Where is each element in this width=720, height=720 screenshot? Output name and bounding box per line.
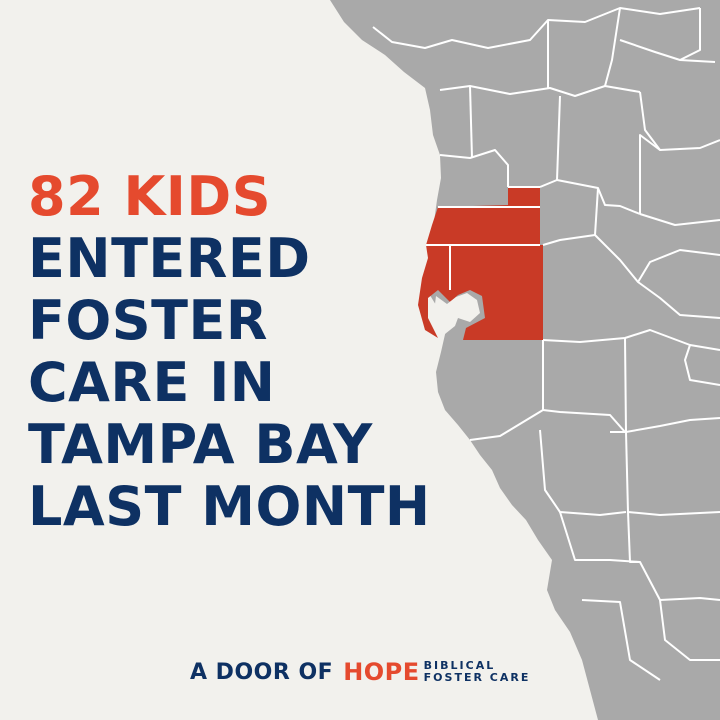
headline-line-5: LAST MONTH [28,475,431,538]
headline-line-1: ENTERED [28,227,311,290]
headline-line-2: FOSTER [28,289,268,352]
headline-line-3: CARE IN [28,351,276,414]
brand-tagline-line-1: BIBLICAL [423,659,496,672]
brand-tagline-line-2: FOSTER CARE [423,671,531,684]
headline-line-4: TAMPA BAY [28,413,373,476]
tampa-bay-water [434,293,480,334]
county-borders [372,7,720,681]
headline: 82 KIDS ENTERED FOSTER CARE IN TAMPA BAY… [28,166,468,538]
headline-highlight: 82 KIDS [28,165,272,228]
brand-hope: HOPE [343,658,420,686]
brand-prefix: A DOOR OF [190,659,334,685]
highlighted-counties [418,187,543,340]
map-land [330,0,720,720]
brand-tagline: BIBLICAL FOSTER CARE [424,660,531,684]
brand-logo: A DOOR OF HOPE BIBLICAL FOSTER CARE [190,652,530,692]
